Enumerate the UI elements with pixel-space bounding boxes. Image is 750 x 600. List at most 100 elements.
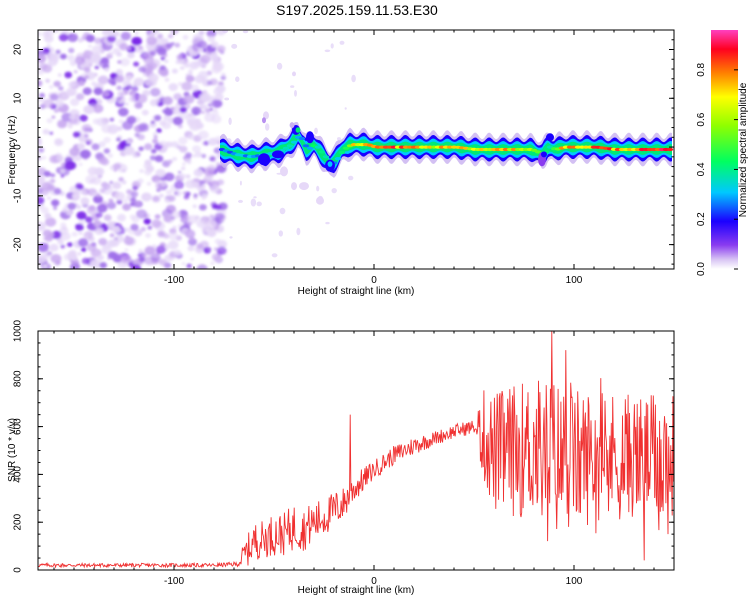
noise-blob — [71, 193, 80, 200]
noise-blob — [344, 107, 347, 110]
noise-blob — [185, 179, 197, 189]
noise-blob — [141, 109, 149, 116]
noise-blob — [168, 232, 179, 241]
noise-blob — [199, 92, 211, 103]
noise-blob — [109, 180, 114, 185]
noise-blob — [117, 60, 122, 64]
noise-blob — [107, 35, 117, 43]
noise-blob — [69, 114, 76, 120]
noise-blob — [119, 252, 124, 256]
noise-blob — [67, 81, 76, 88]
noise-blob — [187, 133, 195, 140]
noise-blob — [39, 93, 45, 98]
noise-blob — [348, 175, 354, 181]
noise-blob — [152, 131, 158, 137]
noise-blob — [177, 170, 182, 174]
noise-blob — [82, 87, 92, 95]
noise-blob — [57, 73, 63, 77]
noise-blob — [159, 94, 164, 99]
noise-blob — [136, 94, 148, 104]
noise-blob — [159, 120, 167, 126]
noise-blob — [92, 104, 104, 114]
noise-blob — [167, 159, 173, 164]
noise-blob — [78, 238, 89, 247]
noise-blob — [51, 115, 56, 119]
noise-blob — [67, 90, 75, 96]
noise-blob — [211, 158, 216, 162]
noise-blob — [118, 119, 124, 124]
noise-blob — [158, 142, 164, 146]
noise-blob — [114, 75, 124, 83]
noise-blob — [177, 124, 183, 129]
noise-blob — [220, 75, 226, 81]
noise-blob — [79, 149, 91, 159]
noise-blob — [183, 94, 195, 104]
noise-blob — [132, 185, 138, 191]
chart-title: S197.2025.159.11.53.E30 — [276, 2, 438, 18]
noise-blob — [92, 192, 97, 196]
noise-blob — [250, 198, 257, 207]
noise-blob — [38, 138, 42, 145]
ridge-blob — [541, 151, 547, 158]
noise-blob — [58, 33, 69, 42]
noise-blob — [38, 32, 42, 37]
noise-blob — [67, 33, 79, 43]
noise-blob — [138, 122, 149, 132]
noise-blob — [210, 41, 219, 48]
colorbar-tick-label: 0.0 — [696, 262, 707, 276]
noise-blob — [75, 183, 83, 190]
noise-blob — [81, 257, 90, 265]
noise-blob — [192, 145, 201, 153]
noise-blob — [57, 120, 67, 129]
noise-blob — [38, 186, 43, 195]
noise-blob — [146, 165, 155, 173]
noise-blob — [142, 73, 147, 77]
noise-blob — [47, 184, 55, 191]
noise-blob — [188, 238, 197, 246]
noise-blob — [97, 156, 108, 165]
noise-blob — [155, 168, 166, 178]
noise-blob — [140, 226, 146, 232]
noise-blob — [99, 262, 107, 269]
noise-blob — [94, 65, 100, 70]
noise-blob — [51, 230, 62, 239]
noise-blob — [200, 54, 211, 64]
noise-blob — [60, 222, 67, 228]
noise-blob — [44, 212, 52, 219]
noise-blob — [89, 178, 95, 184]
y-tick-label: 200 — [13, 513, 24, 530]
noise-blob — [314, 127, 318, 135]
noise-blob — [150, 253, 161, 262]
noise-blob — [124, 248, 129, 252]
noise-blob — [167, 240, 179, 250]
noise-blob — [215, 204, 222, 211]
frequency-ridge — [218, 71, 674, 205]
noise-blob — [103, 214, 112, 221]
noise-blob — [256, 201, 262, 207]
noise-blob — [108, 78, 116, 85]
noise-blob — [42, 129, 50, 135]
noise-blob — [176, 54, 183, 60]
colorbar-label: Normalized spectral amplitude — [738, 82, 749, 217]
noise-blob — [62, 207, 68, 213]
noise-blob — [69, 98, 80, 106]
noise-blob — [200, 63, 207, 69]
noise-blob — [164, 172, 175, 182]
noise-blob — [88, 44, 92, 48]
noise-blob — [156, 128, 162, 133]
noise-blob — [146, 36, 158, 46]
noise-blob — [199, 180, 206, 185]
noise-blob — [179, 145, 188, 153]
noise-blob — [210, 214, 215, 219]
noise-blob — [55, 49, 61, 55]
noise-blob — [224, 97, 230, 101]
noise-blob — [59, 53, 67, 60]
y-tick-label: 400 — [13, 466, 24, 483]
noise-blob — [107, 153, 114, 158]
noise-blob — [134, 31, 139, 35]
snr-x-label: Height of straight line (km) — [298, 585, 415, 596]
noise-blob — [157, 33, 164, 39]
noise-blob — [181, 166, 186, 171]
x-tick-label: 0 — [371, 275, 377, 286]
